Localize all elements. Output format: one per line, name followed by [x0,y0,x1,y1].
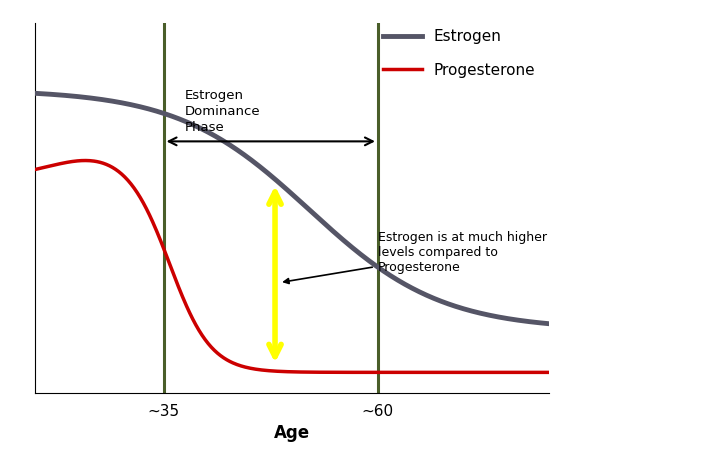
X-axis label: Age: Age [274,425,310,443]
Text: Estrogen
Dominance
Phase: Estrogen Dominance Phase [185,89,260,134]
Text: Estrogen is at much higher
levels compared to
Progesterone: Estrogen is at much higher levels compar… [284,231,547,284]
Legend: Estrogen, Progesterone: Estrogen, Progesterone [377,24,541,84]
